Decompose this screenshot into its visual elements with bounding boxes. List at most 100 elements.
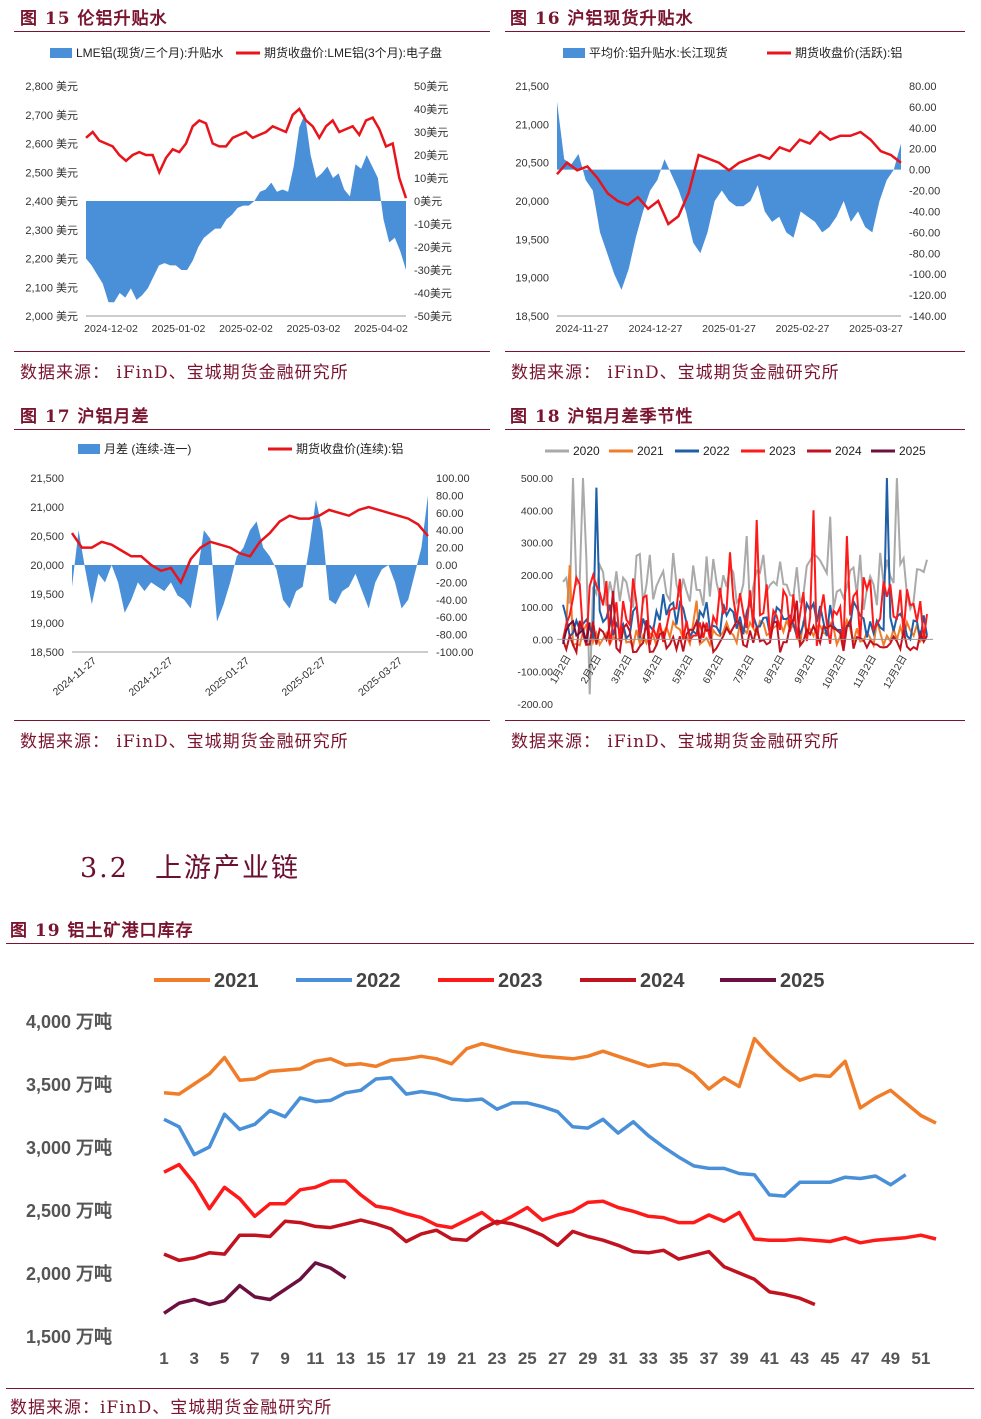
right-axis-tick: -100.00 [909,269,946,281]
right-axis-tick: 60.00 [909,102,937,114]
line-series [556,130,902,226]
left-axis-tick: 18,500 [515,311,549,323]
x-axis-tick: 23 [488,1349,507,1368]
line-series [70,505,429,585]
fig19-source: 数据来源：iFinD、宝城期货金融研究所 [10,1398,333,1418]
y-axis-tick: 3,500 万吨 [26,1074,112,1095]
area-series [72,495,428,622]
right-axis-tick: -100.00 [436,647,473,659]
legend-swatch-area [563,48,585,58]
right-axis-tick: 10美元 [414,172,448,185]
left-axis-tick: 21,000 [30,502,64,514]
x-axis-tick: 39 [730,1349,749,1368]
right-axis-tick: 60.00 [436,508,464,520]
x-axis-tick: 29 [578,1349,597,1368]
right-axis-tick: 100.00 [436,473,470,485]
x-axis-tick: 2024-12-02 [84,323,138,335]
legend-label-line: 期货收盘价(活跃):铝 [795,45,902,60]
y-axis-tick: 300.00 [521,538,553,550]
x-axis-tick: 15 [366,1349,385,1368]
right-axis-tick: 80.00 [909,81,937,93]
left-axis-tick: 20,500 [30,531,64,543]
right-axis-tick: 80.00 [436,490,464,502]
x-axis-tick: 51 [911,1349,930,1368]
left-axis-tick: 2,300 美元 [25,224,78,237]
y-axis-tick: 3,000 万吨 [26,1137,112,1158]
x-axis-tick: 2024-12-27 [629,323,683,335]
x-axis-tick: 1 [159,1349,168,1368]
right-axis-tick: -60.00 [436,612,467,624]
x-axis-tick: 2025-01-27 [203,655,252,699]
legend-label-2024: 2024 [640,970,685,992]
right-axis-tick: -40.00 [909,206,940,218]
left-axis-tick: 20,000 [515,196,549,208]
fig16-title: 图 16 沪铝现货升贴水 [510,9,694,29]
x-axis-tick: 2025-02-27 [280,655,329,699]
right-axis-tick: -120.00 [909,290,946,302]
fig19-chart: 2021 2022 2023 2024 2025 4,000 万吨 3,500 万吨 3,00… [26,970,937,1368]
right-axis-tick: -10美元 [414,218,452,231]
right-axis-tick: 40美元 [414,103,448,116]
left-axis-tick: 2,800 美元 [25,80,78,93]
x-axis-tick: 11月2日 [851,653,879,690]
fig18-source: 数据来源： iFinD、宝城期货金融研究所 [511,732,840,752]
x-axis-tick: 2024-12-27 [127,655,176,699]
right-axis-tick: -80.00 [909,248,940,260]
x-axis-tick: 7 [250,1349,259,1368]
y-axis-tick: 500.00 [521,473,553,485]
x-axis-tick: 2024-11-27 [556,323,609,335]
section-title-text: 上游产业链 [154,853,300,884]
fig15-source: 数据来源： iFinD、宝城期货金融研究所 [20,363,349,383]
legend-label-2025: 2025 [899,444,926,458]
left-axis-tick: 21,500 [515,81,549,93]
x-axis-tick: 37 [699,1349,718,1368]
legend-label-area: 月差 (连续-连一) [104,441,191,456]
right-axis-tick: -40美元 [414,287,452,300]
fig15-source-rule [14,351,490,352]
series-line-2025 [163,1261,347,1315]
fig17-source: 数据来源： iFinD、宝城期货金融研究所 [20,732,349,752]
legend-label-area: LME铝(现货/三个月):升贴水 [76,45,223,60]
x-axis-tick: 35 [669,1349,688,1368]
x-axis-tick: 2025-01-02 [152,323,206,335]
right-axis-tick: 30美元 [414,126,448,139]
x-axis-tick: 2024-11-27 [51,655,99,698]
legend-label-2023: 2023 [769,444,796,458]
series-line-2022 [163,1075,907,1198]
right-axis-tick: -80.00 [436,630,467,642]
x-axis-tick: 49 [881,1349,900,1368]
legend-label-2024: 2024 [835,444,862,458]
area-series [86,113,406,303]
left-axis-tick: 19,000 [515,273,549,285]
fig18-source-rule [505,720,965,721]
x-axis-tick: 2025-04-02 [354,323,408,335]
series-line-2024 [163,1218,816,1307]
fig15-chart: LME铝(现货/三个月):升贴水 期货收盘价:LME铝(3个月):电子盘 2,800… [25,45,452,335]
x-axis-tick: 5月2日 [670,653,696,686]
series-line-2023 [562,510,928,647]
right-axis-tick: -50美元 [414,310,452,323]
right-axis-tick: 0美元 [414,195,442,208]
right-axis-tick: 50美元 [414,80,448,93]
series-line-2020 [562,477,928,695]
series-line-2024 [562,590,928,657]
x-axis-tick: 12月2日 [881,653,910,691]
area-series [557,101,901,290]
right-axis-tick: 20.00 [909,144,937,156]
legend-label-2022: 2022 [703,444,730,458]
fig17-chart: 月差 (连续-连一) 期货收盘价(连续):铝 21,500 21,000 20,500 2… [30,441,473,699]
fig17-title-rule [14,429,490,430]
left-axis-tick: 2,000 美元 [25,310,78,323]
x-axis-tick: 41 [760,1349,779,1368]
series-line-2025 [562,619,591,645]
y-axis-tick: 0.00 [533,634,554,646]
x-axis-tick: 25 [518,1349,537,1368]
y-axis-tick: 400.00 [521,505,553,517]
left-axis-tick: 20,500 [515,158,549,170]
right-axis-tick: 20.00 [436,543,464,555]
legend-swatch-area [78,444,100,454]
left-axis-tick: 2,500 美元 [25,166,78,179]
fig15-title: 图 15 伦铝升贴水 [20,9,168,29]
x-axis-tick: 10月2日 [820,653,849,691]
series-line-2021 [163,1036,937,1125]
